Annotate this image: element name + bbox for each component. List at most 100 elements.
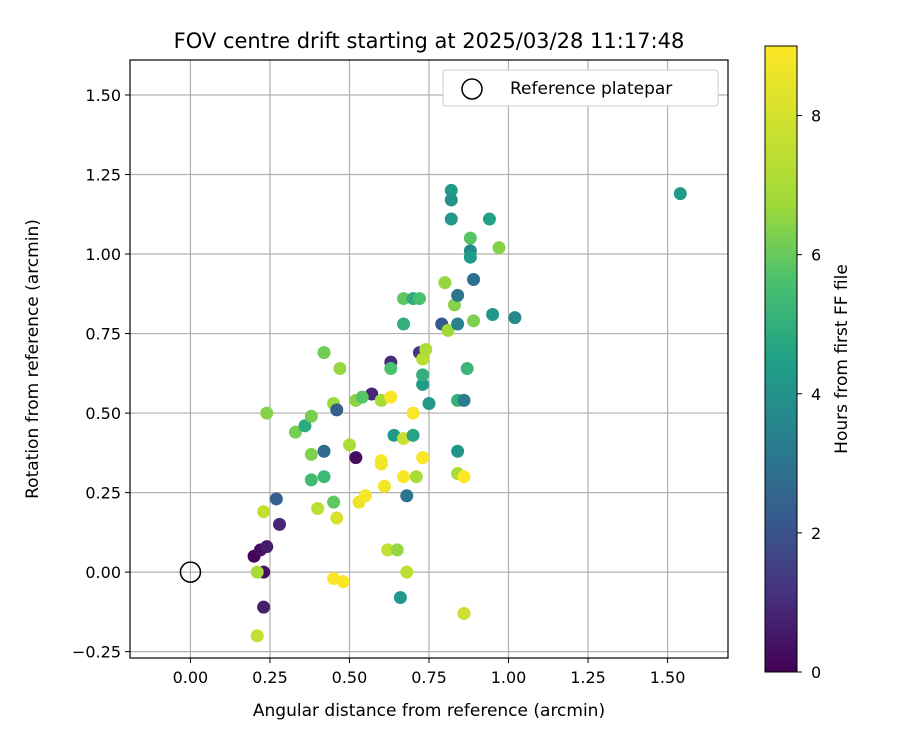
data-point — [317, 470, 331, 484]
data-point — [304, 447, 318, 461]
data-point — [257, 600, 271, 614]
colorbar-tick-label: 6 — [811, 246, 821, 265]
data-point — [457, 470, 471, 484]
data-point — [482, 212, 496, 226]
data-point — [457, 606, 471, 620]
legend-label-reference: Reference platepar — [510, 79, 672, 99]
x-tick-label: 1.00 — [491, 668, 527, 687]
data-point — [492, 241, 506, 255]
data-point — [438, 276, 452, 290]
reference-platepar-marker — [179, 561, 202, 583]
y-tick-label: 0.50 — [85, 404, 121, 423]
reference-marker-layer — [179, 561, 202, 583]
data-point — [304, 473, 318, 487]
y-tick-label: 1.00 — [85, 245, 121, 264]
data-point — [342, 438, 356, 452]
data-point — [467, 272, 481, 286]
data-point — [673, 187, 687, 201]
y-tick-label: 1.50 — [85, 86, 121, 105]
data-point — [336, 575, 350, 589]
data-point — [273, 517, 286, 531]
x-tick-label: 0.25 — [252, 668, 288, 687]
data-point — [467, 314, 481, 328]
colorbar-ticks: 0 2 4 6 8 — [797, 107, 821, 682]
data-point — [451, 444, 465, 458]
data-point — [327, 495, 341, 509]
data-point — [330, 511, 344, 525]
colorbar-tick-label: 0 — [811, 663, 821, 682]
data-point — [451, 288, 465, 302]
data-point — [444, 212, 458, 226]
colorbar-tick-label: 2 — [811, 524, 821, 543]
data-point — [416, 377, 430, 391]
y-tick-label: 1.25 — [85, 166, 121, 185]
y-tick-label: −0.25 — [72, 643, 121, 662]
x-axis-label: Angular distance from reference (arcmin) — [253, 701, 605, 721]
data-point — [406, 406, 420, 420]
x-tick-label: 1.50 — [650, 668, 686, 687]
data-point — [463, 250, 477, 264]
data-point — [381, 543, 395, 557]
data-point — [393, 591, 407, 605]
x-tick-label: 0.00 — [173, 668, 209, 687]
data-point — [384, 362, 398, 376]
data-point — [317, 444, 331, 458]
chart-title: FOV centre drift starting at 2025/03/28 … — [174, 29, 685, 53]
y-axis-label: Rotation from reference (arcmin) — [23, 219, 43, 499]
x-tick-label: 0.50 — [332, 668, 368, 687]
legend-marker-reference — [461, 78, 483, 100]
data-point — [349, 451, 363, 465]
data-point — [400, 489, 414, 503]
colorbar-tick-label: 8 — [811, 107, 821, 126]
data-point — [400, 565, 414, 579]
y-tick-label: 0.25 — [85, 484, 121, 503]
data-point — [457, 393, 471, 407]
data-point — [409, 470, 423, 484]
data-point — [250, 565, 264, 579]
scatter-points — [247, 183, 687, 643]
colorbar-gradient — [764, 45, 798, 673]
data-point — [269, 492, 283, 506]
data-point — [422, 397, 436, 411]
data-point — [397, 317, 411, 331]
data-point — [250, 629, 264, 643]
data-point — [463, 231, 477, 245]
data-point — [304, 409, 318, 423]
colorbar-tick-label: 4 — [811, 385, 821, 404]
x-tick-label: 0.75 — [411, 668, 447, 687]
data-point — [298, 419, 312, 433]
data-point — [444, 193, 458, 207]
data-point — [419, 342, 433, 356]
legend: Reference platepar — [442, 69, 719, 107]
colorbar-label: Hours from first FF file — [832, 264, 852, 454]
colorbar: 0 2 4 6 8 Hours from first FF file — [764, 45, 852, 682]
data-point — [260, 540, 274, 554]
legend-box — [442, 69, 719, 107]
data-point — [397, 470, 411, 484]
data-point — [358, 489, 372, 503]
data-point — [406, 428, 420, 442]
data-point — [384, 390, 398, 404]
data-point — [412, 292, 426, 306]
data-point — [333, 362, 347, 376]
data-point — [374, 457, 388, 471]
data-point — [355, 390, 369, 404]
data-point — [260, 406, 274, 420]
data-point — [257, 505, 271, 519]
data-point — [416, 368, 430, 382]
data-point — [441, 323, 455, 337]
x-tick-label: 1.25 — [570, 668, 606, 687]
data-point — [444, 183, 458, 197]
y-tick-label: 0.00 — [85, 563, 121, 582]
data-point — [317, 346, 331, 360]
y-tick-label: 0.75 — [85, 325, 121, 344]
data-point — [451, 317, 465, 331]
data-point — [311, 502, 325, 515]
data-point — [397, 292, 411, 306]
data-point — [460, 362, 474, 376]
data-point — [377, 479, 391, 493]
data-point — [330, 403, 344, 417]
data-point — [416, 451, 430, 465]
data-point — [390, 543, 404, 557]
